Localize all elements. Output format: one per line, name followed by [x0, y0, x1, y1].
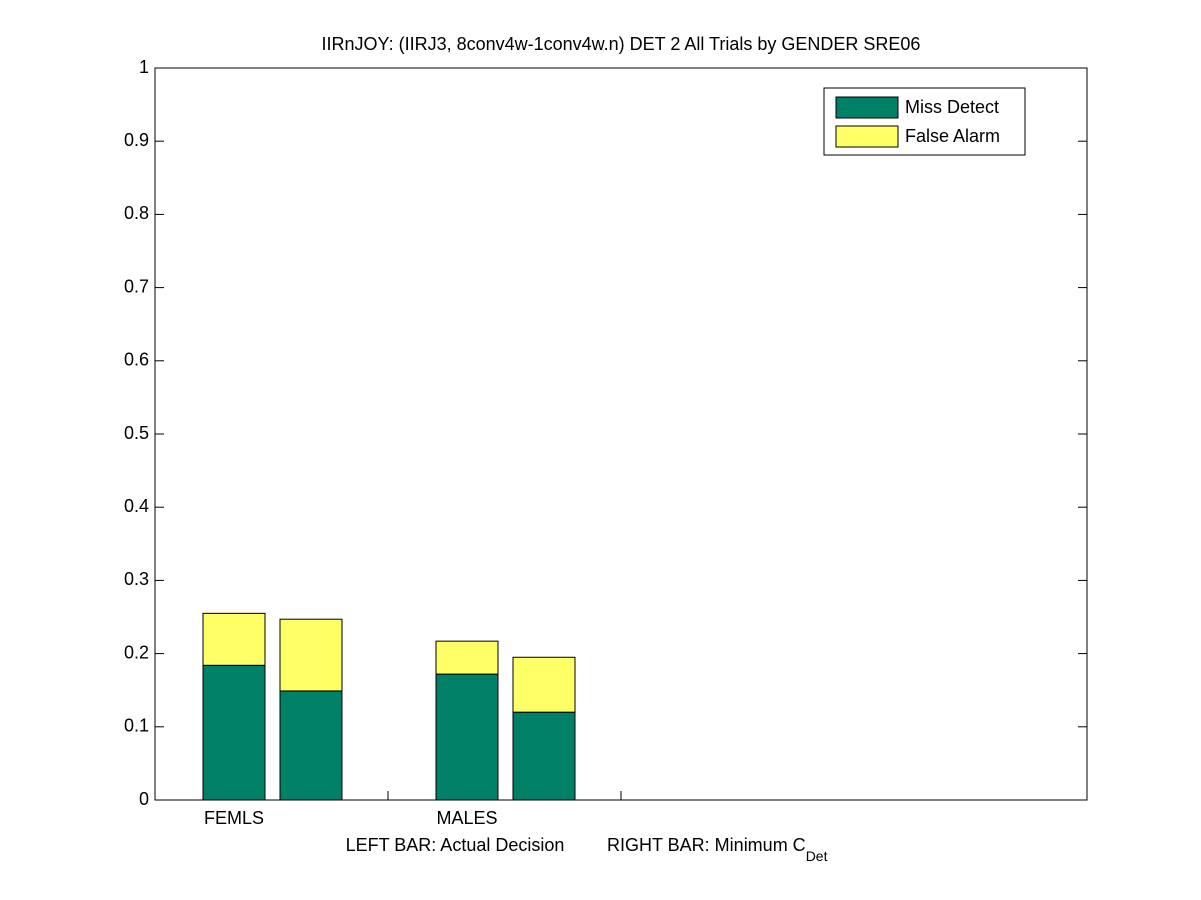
- x-axis-label-right-text: RIGHT BAR: Minimum C: [607, 835, 806, 855]
- bar-segment: [202, 612, 266, 666]
- y-tick-label: 0: [139, 789, 149, 809]
- y-tick-label: 0.5: [124, 423, 149, 443]
- bar-segment: [512, 656, 576, 713]
- plot-frame: [154, 67, 1088, 801]
- x-tick-label: MALES: [436, 808, 497, 828]
- y-tick-label: 0.3: [124, 569, 149, 589]
- chart-title: IIRnJOY: (IIRJ3, 8conv4w-1conv4w.n) DET …: [322, 34, 921, 54]
- legend-label: False Alarm: [905, 126, 1000, 146]
- y-tick-label: 0.4: [124, 496, 149, 516]
- y-tick-label: 0.6: [124, 350, 149, 370]
- y-tick-label: 0.1: [124, 716, 149, 736]
- x-axis-label-right: RIGHT BAR: Minimum CDet: [607, 835, 828, 864]
- y-tick-label: 0.9: [124, 130, 149, 150]
- legend-swatch: [835, 125, 899, 148]
- bar-segment: [512, 711, 576, 801]
- x-axis-label-subscript: Det: [806, 848, 828, 864]
- bar-segment: [435, 673, 499, 801]
- x-tick-label: FEMLS: [204, 808, 264, 828]
- x-axis-label-left: LEFT BAR: Actual Decision: [346, 835, 565, 855]
- y-tick-label: 1: [139, 57, 149, 77]
- y-tick-label: 0.2: [124, 642, 149, 662]
- y-tick-label: 0.7: [124, 276, 149, 296]
- legend-swatch: [835, 96, 899, 119]
- bar-segment: [202, 664, 266, 801]
- bar-segment: [279, 690, 343, 801]
- bar-segment: [435, 640, 499, 675]
- bar-segment: [279, 618, 343, 692]
- legend-label: Miss Detect: [905, 97, 999, 117]
- y-tick-label: 0.8: [124, 203, 149, 223]
